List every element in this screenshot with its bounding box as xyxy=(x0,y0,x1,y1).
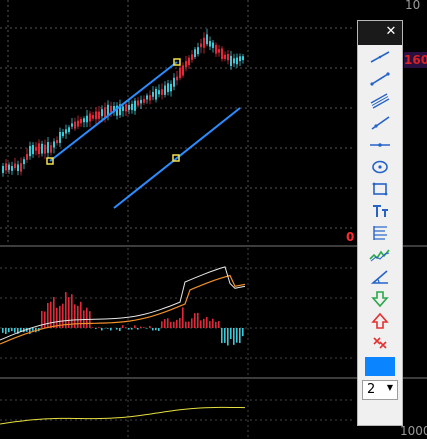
drawing-toolbox: ✕ 2 ▼ xyxy=(357,20,403,426)
zigzag-icon[interactable] xyxy=(367,245,393,265)
fibonacci-icon[interactable] xyxy=(367,223,393,243)
horizontal-line-icon[interactable] xyxy=(367,135,393,155)
rectangle-icon[interactable] xyxy=(367,179,393,199)
macd-indicator xyxy=(0,266,246,346)
close-icon[interactable]: ✕ xyxy=(385,24,397,39)
trend-line-icon[interactable] xyxy=(367,47,393,67)
axis-label-bottom: 1000 xyxy=(400,424,427,438)
ray-icon[interactable] xyxy=(367,113,393,133)
line-width-select[interactable]: 2 ▼ xyxy=(362,380,398,400)
segment-icon[interactable] xyxy=(367,69,393,89)
toolbox-header: ✕ xyxy=(358,21,402,45)
bottom-indicator xyxy=(0,406,246,425)
line-width-value: 2 xyxy=(367,382,376,397)
zero-level-label: 0 xyxy=(346,230,355,244)
line-color-swatch[interactable] xyxy=(365,357,395,376)
chevron-down-icon: ▼ xyxy=(386,383,393,392)
parallel-channel-drawing[interactable] xyxy=(46,58,241,209)
arrow-up-icon[interactable] xyxy=(367,311,393,331)
angle-icon[interactable] xyxy=(367,267,393,287)
axis-label-top: 10 xyxy=(405,0,421,12)
ellipse-icon[interactable] xyxy=(367,157,393,177)
cross-icon[interactable] xyxy=(367,333,393,353)
arrow-down-icon[interactable] xyxy=(367,289,393,309)
current-price-tag: 160 xyxy=(404,52,427,68)
text-icon[interactable] xyxy=(367,201,393,221)
candlestick-series xyxy=(2,28,244,177)
parallel-lines-icon[interactable] xyxy=(367,91,393,111)
